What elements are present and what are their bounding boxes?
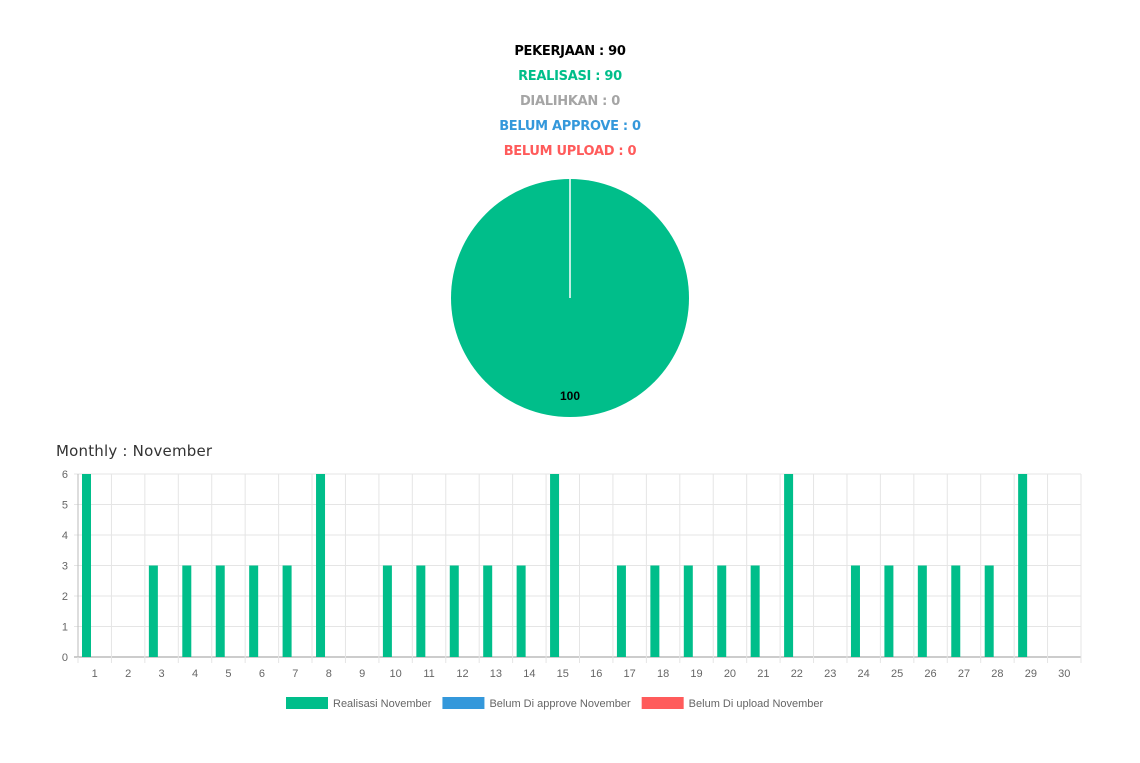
bar-0-24 — [850, 565, 860, 657]
bar-0-19 — [683, 565, 693, 657]
x-tick-label: 13 — [490, 668, 502, 680]
x-tick-label: 5 — [225, 668, 231, 680]
y-tick-label: 0 — [62, 652, 68, 664]
legend-item-0[interactable]: Realisasi November — [286, 697, 432, 710]
x-tick-label: 25 — [891, 668, 903, 680]
x-tick-label: 24 — [858, 668, 870, 680]
x-tick-label: 10 — [389, 668, 401, 680]
x-tick-label: 11 — [423, 668, 434, 680]
bar-0-8 — [316, 474, 326, 657]
x-tick-label: 21 — [757, 668, 769, 680]
x-tick-label: 15 — [557, 668, 569, 680]
bar-0-14 — [516, 565, 526, 657]
bar-0-22 — [784, 474, 794, 657]
stat-belum-upload: BELUM UPLOAD : 0 — [503, 144, 637, 159]
bar-0-29 — [1018, 474, 1028, 657]
legend-swatch — [442, 697, 485, 709]
x-tick-label: 28 — [991, 668, 1003, 680]
bar-0-11 — [416, 565, 426, 657]
bar-0-3 — [148, 565, 158, 657]
bar-0-7 — [282, 565, 292, 657]
x-tick-label: 14 — [523, 668, 535, 680]
legend-label: Belum Di approve November — [489, 698, 631, 710]
bar-0-5 — [215, 565, 225, 657]
x-tick-label: 26 — [924, 668, 936, 680]
x-tick-label: 22 — [791, 668, 803, 680]
bar-0-15 — [550, 474, 560, 657]
legend-item-1[interactable]: Belum Di approve November — [442, 697, 631, 710]
bar-0-26 — [917, 565, 927, 657]
y-tick-label: 1 — [62, 622, 68, 634]
bar-0-21 — [750, 565, 760, 657]
monthly-title: Monthly : November — [56, 442, 213, 460]
legend-item-2[interactable]: Belum Di upload November — [641, 697, 824, 710]
legend-label: Realisasi November — [333, 698, 432, 710]
y-tick-label: 5 — [62, 500, 68, 512]
x-tick-label: 30 — [1058, 668, 1070, 680]
x-tick-label: 3 — [159, 668, 165, 680]
x-tick-label: 1 — [92, 668, 98, 680]
bar-0-10 — [382, 565, 392, 657]
x-tick-label: 20 — [724, 668, 736, 680]
bar-0-17 — [616, 565, 626, 657]
bar-0-1 — [82, 474, 91, 657]
y-tick-label: 4 — [62, 530, 68, 542]
legend-swatch — [641, 697, 684, 709]
stat-dialihkan: DIALIHKAN : 0 — [519, 94, 621, 109]
x-tick-label: 12 — [456, 668, 468, 680]
x-tick-label: 23 — [824, 668, 836, 680]
bar-0-28 — [984, 565, 994, 657]
bar-0-25 — [884, 565, 894, 657]
y-tick-label: 3 — [62, 561, 68, 573]
legend-swatch — [286, 697, 328, 709]
x-tick-label: 8 — [326, 668, 332, 680]
x-tick-label: 18 — [657, 668, 669, 680]
x-tick-label: 7 — [292, 668, 298, 680]
x-tick-label: 19 — [690, 668, 702, 680]
bar-0-13 — [483, 565, 493, 657]
x-tick-label: 17 — [624, 668, 636, 680]
pie-data-label: 100 — [560, 389, 580, 403]
y-tick-label: 6 — [62, 469, 68, 481]
x-tick-label: 16 — [590, 668, 602, 680]
stat-belum-approve: BELUM APPROVE : 0 — [499, 119, 641, 134]
stat-pekerjaan: PEKERJAAN : 90 — [514, 44, 626, 59]
bar-0-4 — [182, 565, 192, 657]
bar-0-6 — [249, 565, 259, 657]
x-tick-label: 29 — [1025, 668, 1037, 680]
bar-0-20 — [717, 565, 727, 657]
stat-realisasi: REALISASI : 90 — [518, 69, 622, 84]
x-tick-label: 9 — [359, 668, 365, 680]
x-tick-label: 4 — [192, 668, 198, 680]
x-tick-label: 6 — [259, 668, 265, 680]
pie-chart: 100 — [451, 179, 689, 417]
x-tick-label: 2 — [125, 668, 131, 680]
y-tick-label: 2 — [62, 591, 68, 603]
bar-0-27 — [951, 565, 961, 657]
bar-0-18 — [650, 565, 660, 657]
x-tick-label: 27 — [958, 668, 970, 680]
legend-label: Belum Di upload November — [689, 698, 824, 710]
bar-0-12 — [449, 565, 459, 657]
